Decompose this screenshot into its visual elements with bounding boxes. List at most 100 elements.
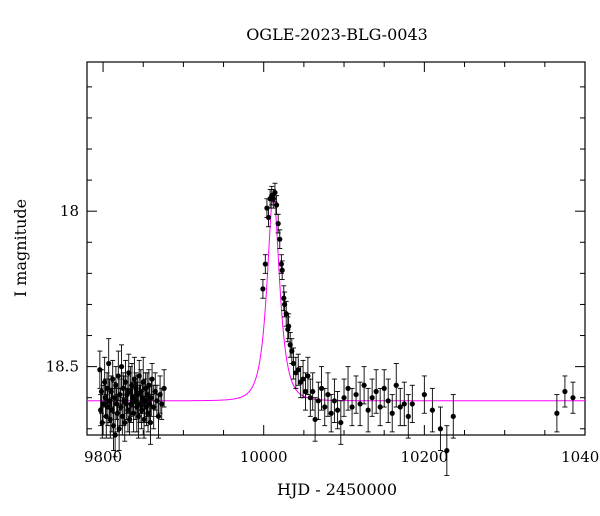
- point-marker: [118, 364, 125, 370]
- point-marker: [325, 391, 331, 398]
- data-point: [279, 260, 285, 281]
- point-marker: [307, 395, 313, 401]
- point-marker: [273, 202, 280, 208]
- data-point: [302, 372, 309, 411]
- point-marker: [110, 376, 116, 382]
- point-marker: [122, 419, 128, 426]
- point-marker: [315, 398, 321, 404]
- point-marker: [102, 379, 108, 385]
- data-point: [369, 378, 375, 417]
- point-marker: [277, 236, 283, 242]
- data-point: [328, 394, 334, 433]
- point-marker: [281, 295, 287, 301]
- point-marker: [397, 404, 403, 410]
- point-marker: [295, 367, 301, 373]
- point-marker: [300, 376, 306, 382]
- point-marker: [286, 323, 292, 329]
- data-point: [381, 369, 387, 408]
- point-marker: [275, 221, 281, 227]
- data-point: [357, 381, 363, 427]
- point-marker: [331, 398, 337, 404]
- data-point: [331, 378, 337, 424]
- data-point: [570, 381, 576, 414]
- data-point: [429, 387, 435, 433]
- data-point: [315, 381, 321, 420]
- point-marker: [405, 413, 411, 419]
- data-point: [562, 375, 568, 408]
- point-marker: [429, 407, 435, 413]
- data-point: [322, 387, 328, 427]
- point-marker: [322, 404, 328, 410]
- point-marker: [562, 388, 568, 395]
- data-point: [307, 378, 313, 417]
- point-marker: [328, 410, 334, 416]
- data-point: [305, 356, 311, 396]
- y-tick-label: 18: [60, 202, 79, 220]
- point-marker: [139, 407, 145, 413]
- data-point: [361, 366, 367, 405]
- point-marker: [335, 407, 341, 413]
- point-marker: [159, 401, 165, 407]
- point-marker: [116, 426, 122, 432]
- data-point: [310, 372, 316, 411]
- point-marker: [369, 395, 375, 401]
- point-marker: [389, 410, 395, 416]
- data-point: [295, 353, 301, 386]
- x-tick-label: 10000: [240, 448, 288, 466]
- points-layer: [97, 182, 576, 476]
- data-point: [554, 394, 560, 433]
- point-marker: [124, 391, 130, 398]
- point-marker: [385, 398, 391, 404]
- point-marker: [312, 416, 318, 423]
- point-marker: [437, 426, 444, 432]
- point-marker: [353, 391, 359, 398]
- data-point: [437, 406, 444, 451]
- y-axis-title: I magnitude: [11, 199, 30, 297]
- point-marker: [155, 413, 162, 419]
- data-point: [290, 347, 297, 380]
- point-marker: [278, 261, 284, 267]
- point-marker: [310, 388, 316, 395]
- point-marker: [444, 447, 450, 454]
- data-point: [373, 369, 379, 414]
- data-point: [345, 366, 351, 411]
- point-marker: [262, 261, 268, 267]
- point-marker: [393, 382, 399, 388]
- point-marker: [373, 388, 379, 395]
- point-marker: [345, 385, 351, 391]
- data-point: [106, 338, 112, 389]
- point-marker: [318, 385, 325, 391]
- point-marker: [113, 382, 119, 388]
- point-marker: [141, 416, 147, 423]
- point-marker: [265, 214, 272, 221]
- data-point: [335, 391, 341, 430]
- data-point: [393, 363, 399, 408]
- point-marker: [161, 385, 167, 391]
- x-tick-label: 9800: [84, 448, 122, 466]
- point-marker: [106, 360, 112, 367]
- point-marker: [302, 388, 309, 395]
- point-marker: [147, 419, 154, 426]
- point-marker: [349, 404, 355, 410]
- data-point: [450, 394, 456, 439]
- data-point: [377, 387, 383, 427]
- x-tick-label: 10400: [561, 448, 600, 466]
- x-axis-title: HJD - 2450000: [277, 480, 397, 499]
- point-marker: [260, 286, 266, 292]
- point-marker: [570, 395, 576, 401]
- point-marker: [361, 382, 367, 388]
- y-tick-label: 18.5: [46, 358, 79, 376]
- data-point: [409, 384, 415, 424]
- data-point: [161, 369, 167, 408]
- data-point: [260, 279, 266, 299]
- point-marker: [421, 391, 427, 398]
- data-point: [312, 397, 318, 442]
- point-marker: [450, 413, 456, 419]
- point-marker: [120, 385, 126, 391]
- point-marker: [290, 360, 297, 367]
- data-point: [385, 378, 391, 424]
- data-point: [277, 229, 283, 249]
- data-point: [349, 387, 355, 427]
- point-marker: [409, 401, 415, 407]
- chart-title: OGLE-2023-BLG-0043: [246, 25, 428, 44]
